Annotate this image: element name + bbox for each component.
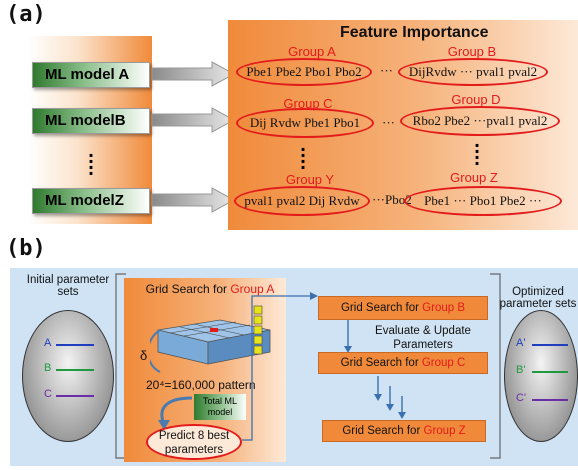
model-z-box: ML modelZ	[32, 188, 150, 214]
optimized-line-a	[532, 344, 568, 346]
arrows-c-to-z	[374, 376, 406, 419]
optimized-ellipse	[504, 310, 578, 442]
panel-b-label: (b)	[6, 236, 46, 261]
optimized-line-b	[532, 371, 568, 373]
initial-line-a	[56, 344, 94, 346]
grid-search-z-box: Grid Search for Group Z	[322, 420, 486, 442]
optimized-label: Optimized parameter sets	[499, 286, 577, 310]
curved-arrow-to-predict	[158, 396, 193, 430]
grid-cube	[150, 305, 271, 373]
dots-row1: ···	[380, 63, 393, 78]
optimized-line-a-label: A'	[516, 337, 526, 349]
delta-symbol: δ	[140, 348, 148, 363]
group-c-vertical-dots: ....	[300, 134, 306, 174]
connector-a-to-b	[242, 292, 318, 441]
initial-label: Initial parameter sets	[26, 274, 110, 298]
dots-row3: ···Pbo2	[372, 192, 412, 207]
total-ml-model-box: Total ML model	[194, 394, 246, 420]
bracket-right	[490, 273, 501, 459]
models-vertical-dots: ....	[88, 140, 94, 180]
arrows-a	[151, 61, 236, 213]
model-b-box: ML modelB	[32, 108, 150, 134]
group-a-label: Group A	[288, 44, 336, 59]
group-d-ellipse: Rbo2 Pbe2 ···pval1 pval2	[400, 106, 560, 136]
grid-search-c-prefix: Grid Search for	[340, 357, 419, 369]
grid-search-a-group: Group A	[230, 282, 275, 296]
predict-ellipse: Predict 8 best parameters	[146, 424, 242, 460]
grid-search-b-box: Grid Search for Group B	[318, 296, 488, 320]
bracket-left	[115, 273, 126, 459]
arrow-model-b	[151, 107, 236, 133]
optimized-line-c-label: C'	[516, 392, 527, 404]
group-b-label: Group B	[447, 44, 497, 59]
grid-search-a-prefix: Grid Search for	[145, 282, 227, 296]
group-c-ellipse: Dij Rvdw Pbe1 Pbo1	[236, 108, 374, 138]
group-a-ellipse: Pbe1 Pbe2 Pbo1 Pbo2	[236, 58, 372, 86]
initial-ellipse	[22, 310, 114, 442]
optimized-line-b-label: B'	[516, 364, 526, 376]
evaluate-text: Evaluate & Update Parameters	[375, 325, 471, 351]
grid-search-c-group: Group C	[421, 357, 466, 369]
grid-search-b-prefix: Grid Search for	[340, 302, 419, 314]
dots-row2: ···	[382, 115, 395, 130]
feature-importance-title: Feature Importance	[340, 24, 489, 41]
grid-search-c-box: Grid Search for Group C	[318, 352, 488, 374]
arrow-model-z	[151, 187, 236, 213]
group-b-ellipse: DijRvdw ··· pval1 pval2	[398, 58, 548, 86]
initial-line-b-label: B	[44, 362, 52, 374]
group-d-vertical-dots: ....	[474, 130, 480, 170]
model-a-box: ML model A	[32, 62, 150, 88]
grid-search-z-group: Group Z	[423, 425, 466, 437]
optimized-line-c	[532, 399, 568, 401]
group-z-label: Group Z	[450, 170, 498, 185]
group-z-ellipse: Pbe1 ··· Pbo1 Pbe2 ···	[404, 186, 562, 216]
initial-line-b	[56, 369, 94, 371]
group-y-label: Group Y	[285, 172, 335, 187]
group-y-ellipse: pval1 pval2 Dij Rvdw	[234, 186, 370, 216]
arrow-model-a	[151, 61, 236, 87]
grid-search-z-prefix: Grid Search for	[342, 425, 421, 437]
group-d-label: Group D	[451, 92, 501, 107]
initial-line-c	[56, 395, 94, 397]
arrow-b-to-c	[344, 320, 352, 353]
pattern-text: 20⁴=160,000 pattern	[146, 378, 256, 392]
initial-line-c-label: C	[44, 388, 52, 400]
grid-search-b-group: Group B	[422, 302, 465, 314]
initial-line-a-label: A	[44, 337, 52, 349]
panel-a-label: (a)	[6, 2, 46, 27]
grid-search-a-title: Grid Search for Group A	[130, 282, 290, 296]
